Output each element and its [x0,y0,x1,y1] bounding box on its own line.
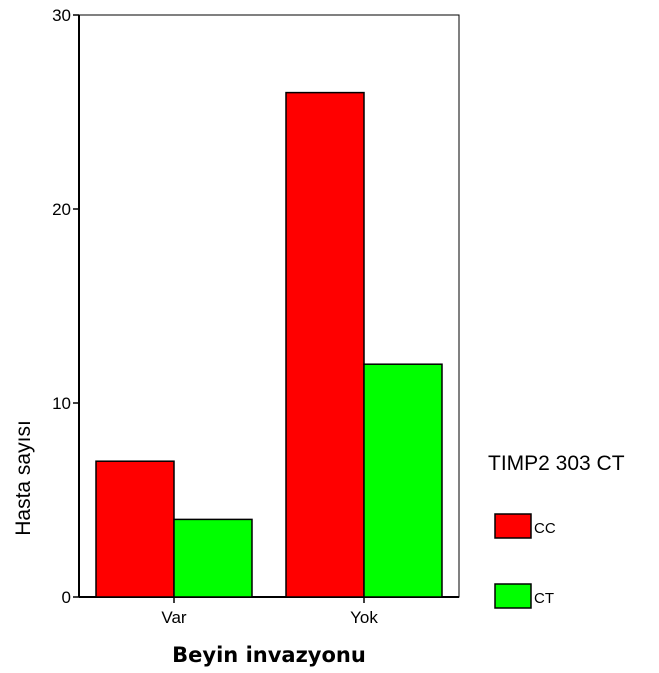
x-tick-label: Yok [350,608,378,627]
legend-label-ct: CT [534,590,554,607]
legend: CC CT [494,513,556,609]
bar-cc-var [95,460,175,598]
y-axis-title: Hasta sayısı [12,420,35,536]
legend-label-cc: CC [534,520,556,537]
y-tick-label: 10 [52,394,71,413]
legend-swatch-cc [494,513,532,539]
x-axis-title: Beyin invazyonu [172,643,366,667]
bar-cc-yok [285,91,365,598]
y-tick-label: 0 [62,588,71,607]
y-tick-label: 30 [52,6,71,25]
x-tick-label: Var [161,608,187,627]
y-tick-label: 20 [52,200,71,219]
bar-ct-yok [363,363,443,598]
legend-title: TIMP2 303 CT [488,452,625,475]
legend-swatch-ct [494,583,532,609]
bar-ct-var [173,518,253,598]
